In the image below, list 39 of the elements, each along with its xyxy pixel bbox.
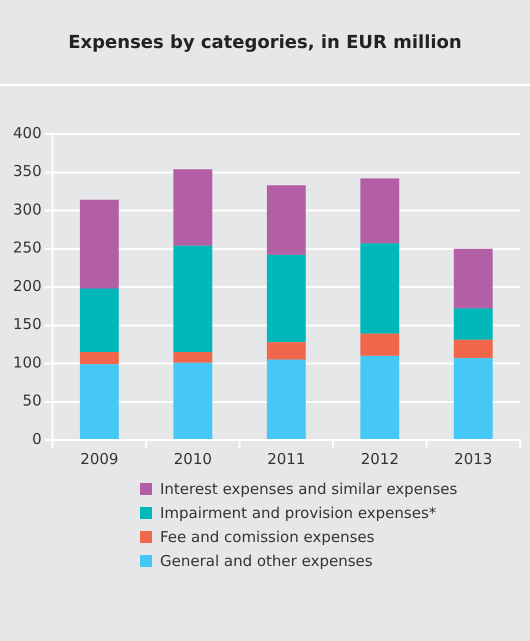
y-tick-label: 150 <box>12 315 42 334</box>
y-tick-label: 300 <box>12 200 42 218</box>
legend-label: Interest expenses and similar expenses <box>160 480 458 498</box>
y-tick-label: 400 <box>12 124 42 142</box>
bar <box>454 358 493 439</box>
bar <box>266 254 306 342</box>
legend-label: General and other expenses <box>160 552 373 570</box>
bar <box>360 178 400 244</box>
bar <box>360 243 400 334</box>
bar <box>266 342 306 360</box>
y-tick-label: 250 <box>12 238 42 257</box>
y-tick-label: 100 <box>12 353 42 372</box>
bar <box>454 308 493 340</box>
y-tick-label: 350 <box>12 162 42 180</box>
bar <box>266 185 306 255</box>
bar <box>173 246 212 352</box>
y-tick-label: 200 <box>12 276 42 295</box>
bar <box>360 334 400 356</box>
bar <box>266 360 306 439</box>
bar <box>173 352 212 363</box>
x-tick-label: 2013 <box>454 450 492 468</box>
chart-title: Expenses by categories, in EUR million <box>0 0 530 86</box>
x-tick-label: 2010 <box>174 450 212 468</box>
y-tick-label: 0 <box>32 430 42 448</box>
bar <box>80 364 119 439</box>
legend-label: Impairment and provision expenses* <box>160 504 436 522</box>
bar <box>173 362 212 439</box>
x-tick-label: 2012 <box>360 450 399 468</box>
bar <box>173 169 212 246</box>
bar <box>454 248 493 308</box>
bar <box>360 356 400 439</box>
x-tick-label: 2009 <box>80 450 118 468</box>
bar <box>454 340 493 358</box>
bar <box>80 352 119 364</box>
bar <box>80 288 119 352</box>
bar <box>80 200 119 289</box>
legend-label: Fee and comission expenses <box>160 528 374 546</box>
x-tick-label: 2011 <box>267 450 306 468</box>
y-tick-label: 50 <box>22 392 42 410</box>
